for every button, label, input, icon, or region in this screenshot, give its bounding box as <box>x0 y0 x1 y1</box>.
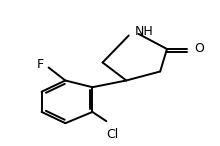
Text: O: O <box>195 42 205 55</box>
Text: Cl: Cl <box>107 128 119 141</box>
Text: F: F <box>36 58 44 71</box>
Text: NH: NH <box>135 25 153 38</box>
